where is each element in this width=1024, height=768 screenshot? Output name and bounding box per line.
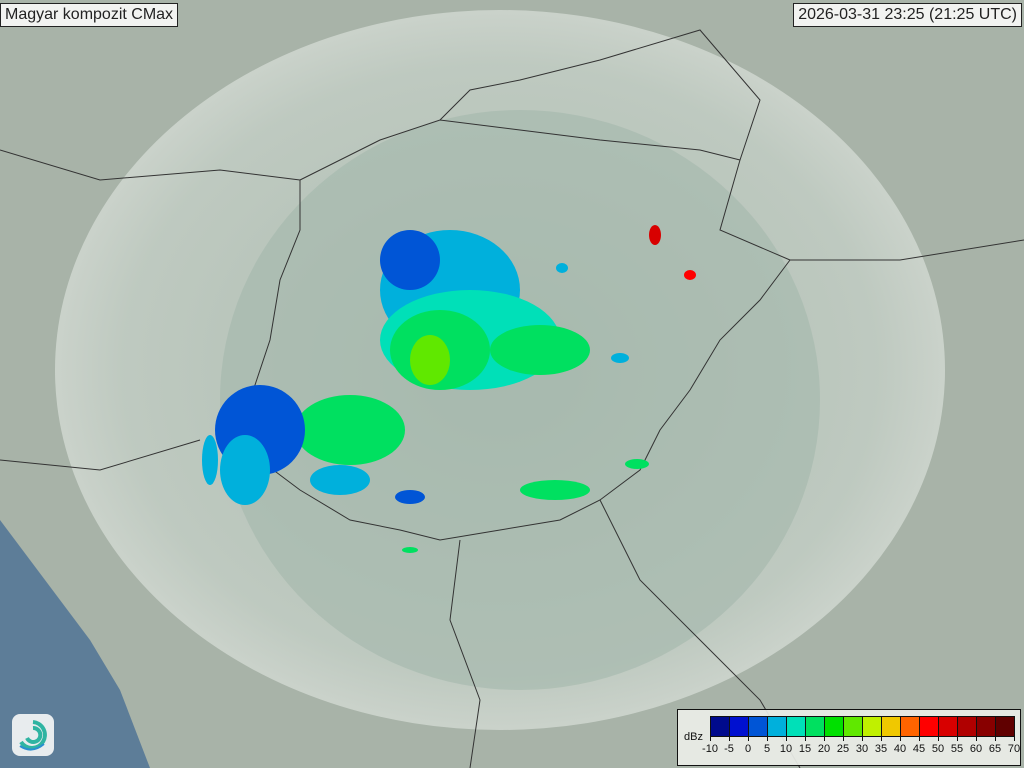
color-bin xyxy=(825,717,844,736)
color-bin xyxy=(958,717,977,736)
tick-mark xyxy=(805,736,806,741)
tick-label: 65 xyxy=(988,743,1002,755)
tick-label: 55 xyxy=(950,743,964,755)
color-bin xyxy=(863,717,882,736)
tick-mark xyxy=(786,736,787,741)
color-bin xyxy=(901,717,920,736)
tick-mark xyxy=(710,736,711,741)
tick-mark xyxy=(843,736,844,741)
legend-unit: dBz xyxy=(684,731,703,743)
tick-label: 20 xyxy=(817,743,831,755)
color-bin xyxy=(920,717,939,736)
tick-label: 15 xyxy=(798,743,812,755)
color-bin xyxy=(977,717,996,736)
adriatic-sea xyxy=(0,520,150,768)
color-bin xyxy=(768,717,787,736)
radar-coverage-inner xyxy=(220,110,820,690)
swirl-logo-icon xyxy=(19,720,47,751)
tick-mark xyxy=(900,736,901,741)
tick-mark xyxy=(976,736,977,741)
color-bin xyxy=(939,717,958,736)
tick-mark xyxy=(919,736,920,741)
tick-mark xyxy=(729,736,730,741)
timestamp: 2026-03-31 23:25 (21:25 UTC) xyxy=(793,3,1022,27)
color-bin xyxy=(844,717,863,736)
tick-mark xyxy=(824,736,825,741)
tick-label: 60 xyxy=(969,743,983,755)
tick-label: 25 xyxy=(836,743,850,755)
color-bin xyxy=(787,717,806,736)
color-bin xyxy=(996,717,1014,736)
tick-label: 5 xyxy=(763,743,771,755)
color-bin xyxy=(882,717,901,736)
tick-label: -10 xyxy=(702,743,718,755)
met-service-logo xyxy=(12,714,54,756)
color-bin xyxy=(730,717,749,736)
tick-label: 50 xyxy=(931,743,945,755)
tick-mark xyxy=(767,736,768,741)
tick-label: 0 xyxy=(744,743,752,755)
color-bin xyxy=(711,717,730,736)
radar-echoes xyxy=(202,225,696,553)
tick-mark xyxy=(748,736,749,741)
tick-mark xyxy=(862,736,863,741)
tick-mark xyxy=(938,736,939,741)
tick-mark xyxy=(995,736,996,741)
color-bin xyxy=(806,717,825,736)
tick-mark xyxy=(881,736,882,741)
country-borders xyxy=(0,29,1024,768)
product-title: Magyar kompozit CMax xyxy=(0,3,179,27)
tick-mark xyxy=(957,736,958,741)
color-bin xyxy=(749,717,768,736)
tick-label: 30 xyxy=(855,743,869,755)
tick-label: 40 xyxy=(893,743,907,755)
tick-label: 35 xyxy=(874,743,888,755)
color-scale xyxy=(710,716,1015,737)
tick-label: 10 xyxy=(779,743,793,755)
tick-mark xyxy=(1014,736,1015,741)
tick-label: 70 xyxy=(1007,743,1021,755)
tick-label: 45 xyxy=(912,743,926,755)
tick-label: -5 xyxy=(724,743,734,755)
dbz-legend: dBz -10 -5 0 5 10 15 20 25 30 35 40 45 50 55 60 65 70 xyxy=(677,709,1021,766)
